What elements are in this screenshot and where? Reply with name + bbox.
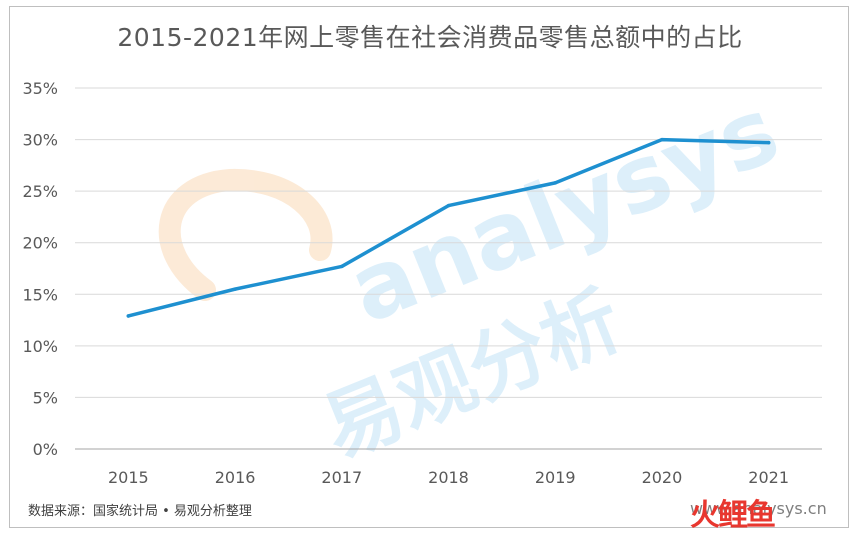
data-point (340, 264, 344, 269)
x-tick-label: 2021 (748, 468, 789, 487)
y-tick-label: 25% (22, 182, 58, 201)
corner-logo: 火鲤鱼 (690, 498, 776, 533)
x-axis-ticks: 2015 2016 2017 2018 2019 2020 2021 (108, 468, 789, 487)
y-axis-ticks: 0% 5% 10% 15% 20% 25% 30% 35% (22, 79, 58, 459)
x-tick-label: 2015 (108, 468, 149, 487)
data-point (553, 181, 557, 185)
data-point (126, 314, 131, 318)
chart-title: 2015-2021年网上零售在社会消费品零售总额中的占比 (117, 23, 743, 52)
y-tick-label: 20% (22, 234, 58, 253)
y-tick-label: 10% (22, 337, 58, 356)
x-tick-label: 2020 (642, 468, 683, 487)
chart-frame (9, 6, 849, 528)
y-tick-label: 5% (33, 388, 58, 407)
x-tick-label: 2019 (535, 468, 576, 487)
y-tick-label: 15% (22, 285, 58, 304)
data-point (766, 140, 771, 145)
data-point (233, 287, 237, 291)
y-tick-label: 30% (22, 131, 58, 150)
x-tick-label: 2016 (215, 468, 256, 487)
data-point (446, 203, 451, 208)
x-tick-label: 2018 (428, 468, 469, 487)
series-lines (126, 137, 771, 318)
x-tick-label: 2017 (321, 468, 362, 487)
y-tick-label: 0% (33, 440, 58, 459)
watermark: analysys 易观分析 (158, 76, 793, 475)
y-tick-label: 35% (22, 79, 58, 98)
data-point (660, 137, 664, 142)
site-url[interactable]: www.analysys.cn (690, 499, 827, 518)
source-note: 数据来源：国家统计局 • 易观分析整理 (28, 504, 252, 519)
watermark-swoosh (158, 168, 333, 301)
